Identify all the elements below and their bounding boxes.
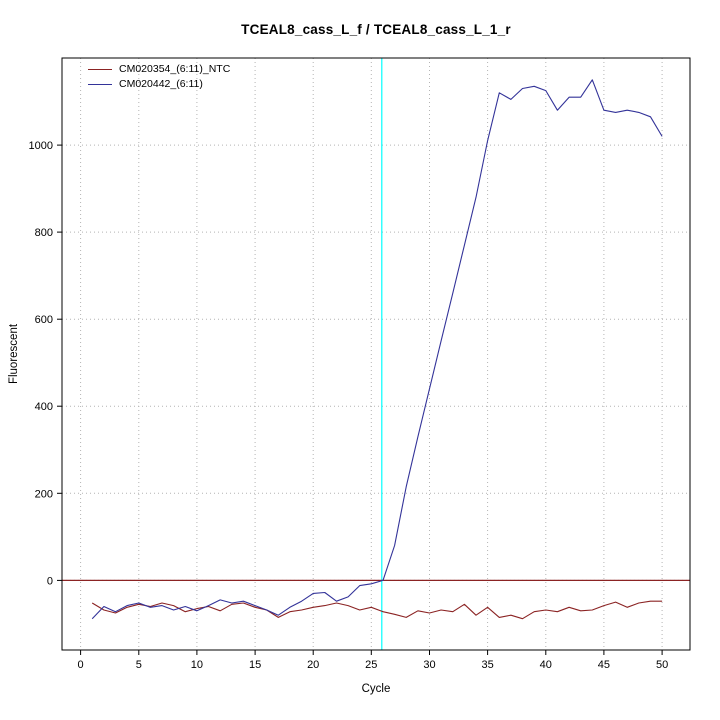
svg-text:400: 400 (35, 401, 53, 413)
svg-text:5: 5 (136, 659, 142, 671)
svg-text:800: 800 (35, 227, 53, 239)
svg-text:45: 45 (598, 659, 610, 671)
legend-line-ntc-icon (88, 68, 112, 70)
svg-text:0: 0 (47, 575, 53, 587)
svg-text:40: 40 (540, 659, 552, 671)
svg-text:25: 25 (365, 659, 377, 671)
svg-text:200: 200 (35, 488, 53, 500)
x-axis-label: Cycle (361, 683, 391, 695)
svg-text:0: 0 (78, 659, 84, 671)
chart-title: TCEAL8_cass_L_f / TCEAL8_cass_L_1_r (241, 22, 511, 37)
svg-text:30: 30 (423, 659, 435, 671)
legend-item-sample: CM020442_(6:11) (88, 78, 230, 90)
legend-line-sample-icon (88, 83, 112, 85)
legend-label-sample: CM020442_(6:11) (119, 78, 203, 90)
legend: CM020354_(6:11)_NTC CM020442_(6:11) (88, 63, 230, 90)
legend-label-ntc: CM020354_(6:11)_NTC (119, 63, 231, 75)
svg-text:50: 50 (656, 659, 668, 671)
legend-item-ntc: CM020354_(6:11)_NTC (88, 63, 230, 75)
svg-text:1000: 1000 (29, 140, 53, 152)
svg-text:35: 35 (481, 659, 493, 671)
svg-text:20: 20 (307, 659, 319, 671)
svg-text:15: 15 (249, 659, 261, 671)
svg-text:10: 10 (191, 659, 203, 671)
svg-text:600: 600 (35, 314, 53, 326)
